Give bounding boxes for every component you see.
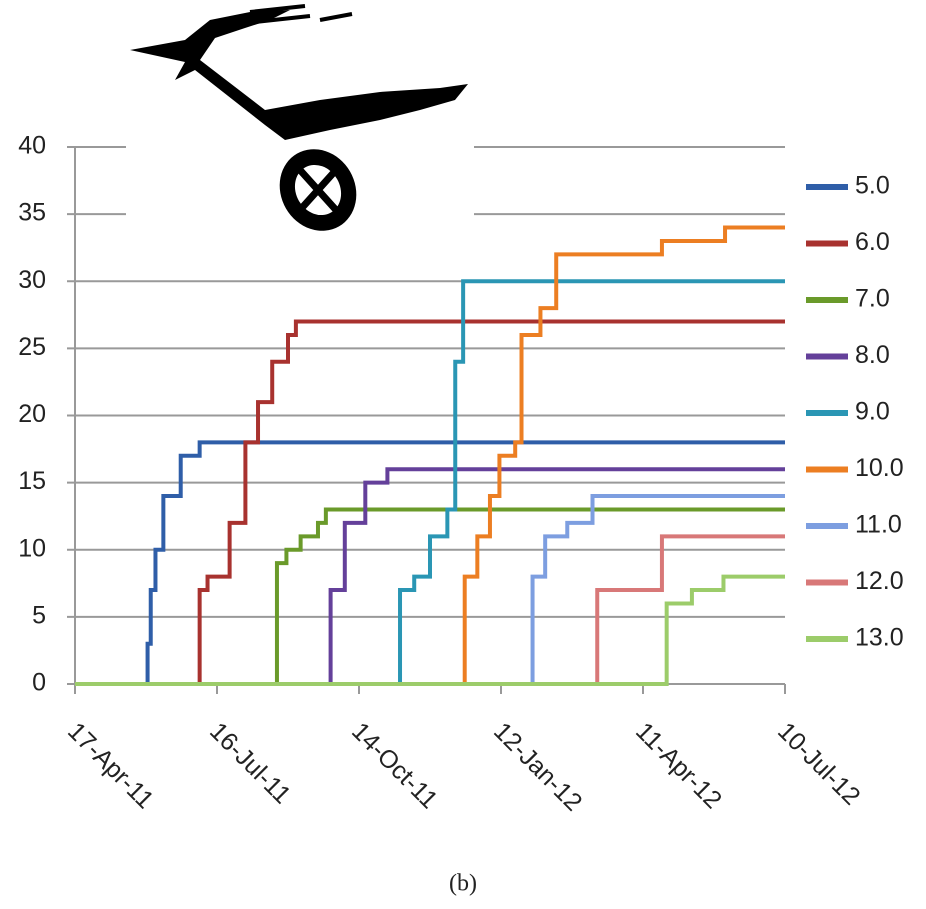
y-tick-label: 20: [18, 400, 46, 428]
series-line: [75, 440, 785, 686]
legend-label: 10.0: [855, 454, 904, 482]
y-tick-label: 10: [18, 534, 46, 562]
logo: [126, 4, 474, 231]
legend-label: 12.0: [855, 567, 904, 595]
x-tick-label: 16-Jul-11: [204, 717, 296, 809]
legend-label: 5.0: [855, 172, 890, 200]
series-line: [75, 507, 785, 686]
legend-label: 8.0: [855, 341, 890, 369]
series-line: [75, 319, 785, 686]
x-tick-label: 11-Apr-12: [630, 717, 727, 814]
y-tick-label: 15: [18, 467, 46, 495]
y-tick-label: 5: [32, 601, 46, 629]
caption: (b): [449, 871, 477, 897]
series-line: [75, 467, 785, 686]
x-tick-label: 12-Jan-12: [488, 717, 587, 816]
legend-label: 6.0: [855, 228, 890, 256]
series-line: [75, 494, 785, 686]
y-tick-label: 35: [18, 199, 46, 227]
series-line: [75, 279, 785, 686]
x-tick-label: 17-Apr-11: [62, 717, 159, 814]
y-tick-label: 40: [18, 132, 46, 160]
x-tick-label: 10-Jul-12: [772, 717, 866, 811]
series-line: [75, 574, 785, 686]
legend-label: 7.0: [855, 285, 890, 313]
plot-area: 0 5 10 15 20 25 30 35 40 17-Apr-11 16-Jul-11 14-Oct…: [18, 132, 865, 817]
y-tick-label: 30: [18, 266, 46, 294]
x-tick-label: 14-Oct-11: [346, 717, 443, 814]
legend-label: 13.0: [855, 624, 904, 652]
legend-label: 11.0: [855, 511, 902, 539]
y-tick-label: 0: [32, 669, 46, 697]
series-line: [75, 225, 785, 686]
y-tick-label: 25: [18, 333, 46, 361]
legend-label: 9.0: [855, 398, 890, 426]
